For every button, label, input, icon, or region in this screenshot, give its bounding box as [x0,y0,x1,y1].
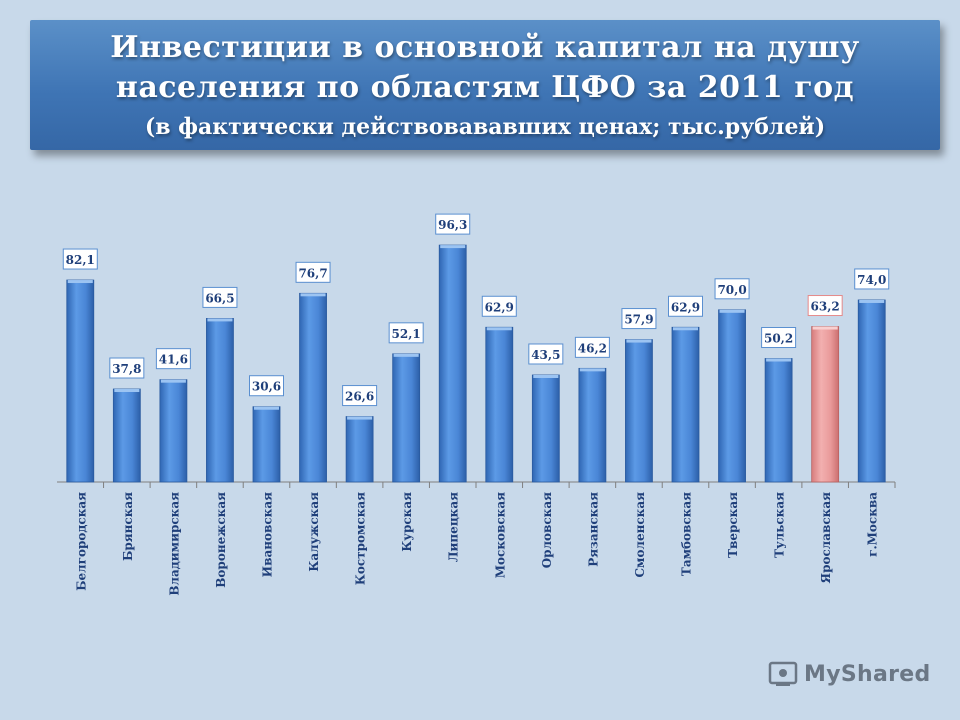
chart-subtitle: (в фактически действовававших ценах; тыс… [144,114,826,140]
category-label-18: г.Москва [866,492,880,557]
data-label-box-18 [854,268,890,290]
bar-cap-4 [207,318,233,322]
bar-cap-18 [859,299,885,303]
bar-cap-2 [114,389,140,393]
bar-2 [112,388,141,483]
bar-12 [578,367,607,483]
category-label-13: Смоленская [633,492,647,578]
chart-title-line-1: Инвестиции в основной капитал на душу [110,30,860,65]
data-label-11: 43,5 [531,348,560,362]
bar-cap-3 [160,379,186,383]
data-label-box-11 [528,343,564,365]
category-label-7: Костромская [354,492,368,585]
bar-cap-13 [626,339,652,343]
bar-13 [625,339,653,483]
data-label-13: 57,9 [624,313,653,327]
data-label-box-16 [761,327,797,349]
watermark: MyShared [768,656,931,692]
category-label-5: Ивановская [261,492,275,577]
bar-4 [206,318,234,483]
bar-cap-8 [393,353,419,357]
bar-cap-5 [254,406,279,410]
bar-9 [438,244,467,483]
data-label-box-8 [388,322,424,344]
bar-cap-6 [300,293,326,297]
data-label-box-10 [481,295,517,317]
data-label-box-14 [668,295,703,317]
bar-1 [66,279,95,483]
bar-8 [392,353,421,483]
bar-cap-12 [579,368,605,372]
bar-cap-11 [533,374,559,378]
bar-10 [485,326,514,483]
data-label-18: 74,0 [857,273,886,287]
category-label-9: Липецкая [447,492,461,562]
data-label-5: 30,6 [252,380,281,394]
category-label-3: Владимирская [167,492,181,596]
category-label-17: Ярославская [819,492,833,584]
category-label-15: Тверская [726,492,740,558]
chart-title-line-2: населения по областям ЦФО за 2011 год [115,70,855,105]
category-label-1: Белгородская [74,492,88,591]
bar-cap-16 [766,358,792,362]
bar-cap-17 [812,326,838,330]
bar-cap-14 [673,327,698,331]
category-label-16: Тульская [773,492,787,558]
bar-cap-1 [67,280,93,284]
data-label-box-2 [109,357,145,379]
data-label-box-15 [714,278,750,300]
bar-cap-15 [719,309,745,313]
bar-3 [159,379,188,483]
bar-cap-9 [440,245,466,249]
data-label-6: 76,7 [298,266,327,280]
bar-5 [252,406,281,483]
data-label-3: 41,6 [159,353,188,367]
category-label-11: Орловская [540,492,554,568]
bar-18 [857,299,886,483]
bar-16 [764,358,793,483]
data-label-box-6 [295,261,331,283]
data-label-9: 96,3 [438,218,467,232]
bar-7 [345,416,374,483]
data-label-2: 37,8 [112,362,141,376]
data-label-box-4 [202,286,238,308]
data-label-15: 70,0 [717,283,746,297]
bar-cap-10 [486,327,512,331]
data-label-box-3 [155,348,191,370]
data-label-10: 62,9 [485,300,514,314]
bar-15 [718,309,746,483]
data-label-box-5 [249,375,284,397]
watermark-text: MyShared [804,661,931,687]
data-label-box-13 [621,308,657,330]
data-label-1: 82,1 [66,253,95,267]
data-label-14: 62,9 [671,300,700,314]
bar-11 [531,374,560,483]
data-label-box-17 [807,295,843,317]
data-label-box-7 [342,385,378,407]
data-label-17: 63,2 [811,300,840,314]
category-label-4: Воронежская [214,492,228,588]
data-label-box-1 [62,248,98,270]
category-label-12: Рязанская [586,492,600,567]
title-banner: Инвестиции в основной капитал на душу на… [30,20,940,150]
bar-6 [299,292,327,483]
share-icon [768,661,798,686]
bar-cap-7 [347,416,373,420]
category-label-10: Московская [493,492,507,578]
data-label-4: 66,5 [205,291,234,305]
data-label-12: 46,2 [578,341,607,355]
bar-14 [671,326,700,483]
data-label-8: 52,1 [392,327,421,341]
data-label-7: 26,6 [345,390,374,404]
category-label-14: Тамбовская [680,492,694,576]
data-label-box-12 [574,336,610,358]
category-label-2: Брянская [121,492,135,561]
category-label-8: Курская [400,492,414,552]
bar-17 [811,326,840,483]
data-label-box-9 [435,213,471,235]
category-label-6: Калужская [307,492,321,572]
data-label-16: 50,2 [764,332,793,346]
